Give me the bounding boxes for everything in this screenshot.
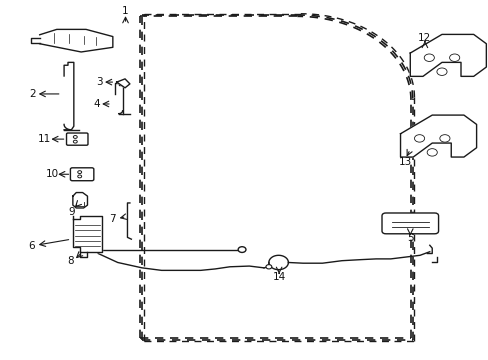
Polygon shape — [400, 115, 476, 157]
Text: 8: 8 — [67, 256, 74, 266]
Circle shape — [427, 149, 436, 156]
Text: 10: 10 — [45, 169, 59, 179]
Text: 9: 9 — [68, 207, 75, 217]
Circle shape — [238, 247, 245, 252]
Circle shape — [73, 140, 77, 143]
Polygon shape — [73, 216, 102, 252]
Text: 12: 12 — [417, 33, 430, 43]
Polygon shape — [117, 79, 130, 88]
Circle shape — [73, 135, 77, 138]
Text: 4: 4 — [93, 99, 100, 109]
Circle shape — [448, 54, 459, 62]
Text: 14: 14 — [272, 272, 285, 282]
Text: 13: 13 — [398, 157, 411, 167]
Text: 2: 2 — [29, 89, 36, 99]
Text: 5: 5 — [406, 233, 413, 243]
Text: 6: 6 — [28, 241, 35, 251]
Polygon shape — [40, 30, 113, 52]
Circle shape — [424, 54, 433, 62]
Text: 1: 1 — [122, 6, 128, 16]
Text: 11: 11 — [38, 134, 51, 144]
Circle shape — [78, 175, 81, 178]
Circle shape — [78, 171, 81, 174]
FancyBboxPatch shape — [381, 213, 438, 234]
Polygon shape — [409, 35, 486, 76]
FancyBboxPatch shape — [66, 133, 88, 145]
Circle shape — [414, 135, 424, 142]
Text: 3: 3 — [96, 77, 102, 87]
FancyBboxPatch shape — [70, 168, 94, 181]
Text: 7: 7 — [109, 215, 116, 224]
Circle shape — [436, 68, 446, 76]
Circle shape — [439, 135, 449, 142]
Circle shape — [265, 265, 271, 269]
Polygon shape — [73, 193, 87, 208]
